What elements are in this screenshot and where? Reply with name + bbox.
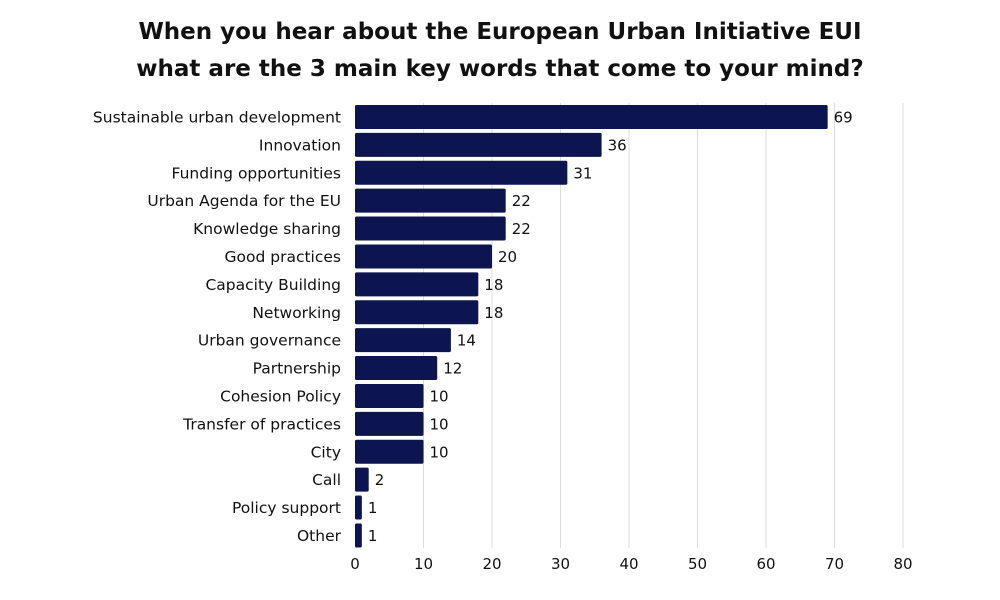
category-label: Call bbox=[312, 471, 341, 489]
bar bbox=[355, 383, 424, 408]
data-label: 12 bbox=[443, 360, 462, 378]
category-label: Urban Agenda for the EU bbox=[147, 192, 341, 210]
category-label: Transfer of practices bbox=[182, 415, 341, 433]
data-label: 31 bbox=[573, 164, 592, 182]
category-label: Sustainable urban development bbox=[93, 108, 341, 126]
category-label: Urban governance bbox=[198, 332, 341, 350]
bar bbox=[355, 300, 479, 325]
x-tick-label: 20 bbox=[482, 555, 501, 573]
chart-title: When you hear about the European Urban I… bbox=[0, 14, 1000, 88]
bar bbox=[355, 411, 424, 436]
category-label: Funding opportunities bbox=[172, 164, 342, 182]
data-label: 69 bbox=[834, 108, 853, 126]
x-tick-label: 0 bbox=[350, 555, 360, 573]
category-label: Good practices bbox=[225, 248, 342, 266]
category-label: Partnership bbox=[253, 360, 341, 378]
x-tick-label: 50 bbox=[688, 555, 707, 573]
category-label: Knowledge sharing bbox=[193, 220, 341, 238]
data-label: 22 bbox=[512, 220, 531, 238]
bar bbox=[355, 495, 362, 520]
category-label: Policy support bbox=[232, 499, 341, 517]
x-tick-label: 30 bbox=[551, 555, 570, 573]
bar bbox=[355, 132, 602, 157]
category-label: Innovation bbox=[259, 136, 341, 154]
category-label: Networking bbox=[252, 304, 341, 322]
bar bbox=[355, 188, 506, 213]
category-label: Capacity Building bbox=[205, 276, 341, 294]
data-label: 1 bbox=[368, 499, 378, 517]
bar bbox=[355, 467, 369, 492]
data-label: 22 bbox=[512, 192, 531, 210]
chart-title-line-1: When you hear about the European Urban I… bbox=[138, 19, 862, 45]
category-label: Other bbox=[297, 527, 342, 545]
bar bbox=[355, 356, 438, 381]
data-label: 18 bbox=[484, 276, 503, 294]
data-label: 10 bbox=[430, 443, 449, 461]
x-tick-label: 40 bbox=[619, 555, 638, 573]
chart-title-line-2: what are the 3 main key words that come … bbox=[136, 56, 864, 82]
x-tick-label: 70 bbox=[825, 555, 844, 573]
bar bbox=[355, 328, 451, 353]
bar bbox=[355, 272, 479, 297]
data-label: 2 bbox=[375, 471, 385, 489]
x-tick-label: 60 bbox=[756, 555, 775, 573]
x-tick-label: 10 bbox=[414, 555, 433, 573]
category-label: City bbox=[311, 443, 341, 461]
data-label: 18 bbox=[484, 304, 503, 322]
data-label: 1 bbox=[368, 527, 378, 545]
category-label: Cohesion Policy bbox=[220, 387, 341, 405]
data-label: 14 bbox=[457, 332, 476, 350]
bar bbox=[355, 160, 568, 185]
bar bbox=[355, 523, 362, 548]
bar bbox=[355, 439, 424, 464]
data-label: 10 bbox=[430, 387, 449, 405]
bar bbox=[355, 244, 492, 269]
data-label: 36 bbox=[608, 136, 627, 154]
bar bbox=[355, 216, 506, 241]
data-label: 20 bbox=[498, 248, 517, 266]
x-tick-label: 80 bbox=[893, 555, 912, 573]
bar bbox=[355, 104, 828, 129]
data-label: 10 bbox=[430, 415, 449, 433]
